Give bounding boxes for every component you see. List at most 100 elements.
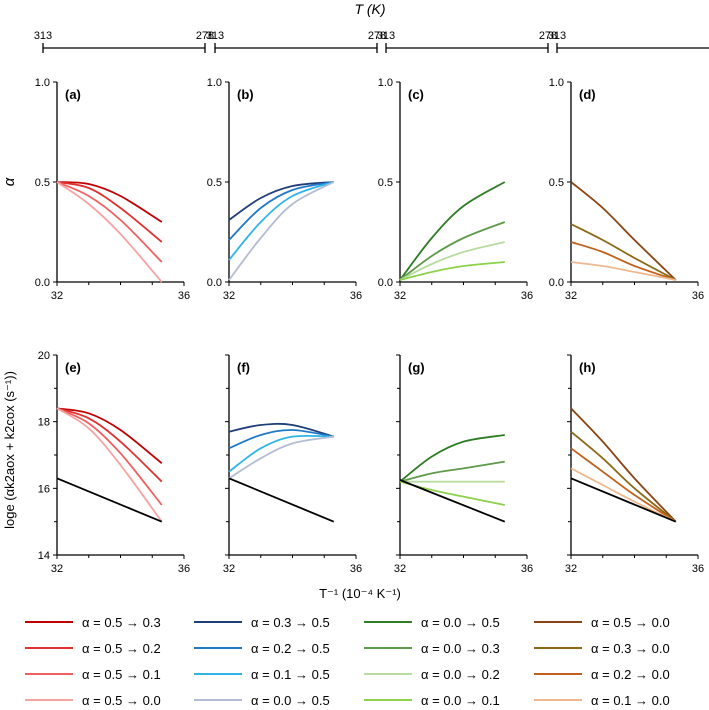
legend-label: α = 0.3 → 0.0 [591,641,670,656]
panel-label: (f) [237,360,250,375]
series-line [399,241,505,281]
x-tick-label: 36 [521,563,533,575]
y-tick-label: 1.0 [549,77,564,89]
legend-label: α = 0.0 → 0.1 [421,693,500,708]
y-tick-label: 1.0 [35,77,50,89]
x-tick-label: 32 [223,563,235,575]
series-line [56,407,163,523]
panel-e: 14 16 18 20 32 36 (e) [38,350,190,575]
series-line [570,241,677,281]
series-line [56,181,163,243]
legend-item: α = 0.1 → 0.0 [534,693,670,708]
legend-label: α = 0.0 → 0.3 [421,641,500,656]
panel-label: (e) [65,360,81,375]
legend-label: α = 0.0 → 0.5 [251,693,330,708]
legend-label: α = 0.0 → 0.2 [421,667,500,682]
legend-label: α = 0.1 → 0.0 [591,693,670,708]
y-tick-label: 0.5 [549,177,564,189]
series-line [56,407,163,483]
series-line [570,467,677,523]
panel-label: (b) [237,87,254,102]
legend-label: α = 0.2 → 0.5 [251,641,330,656]
panel-f: 32 36 (f) [223,354,362,575]
y-tick-label: 0.0 [378,277,393,289]
panel-label: (h) [579,360,596,375]
series-line [56,477,163,523]
y-tick-label: 0.0 [207,277,222,289]
x-axis-label: T⁻¹ (10⁻⁴ K⁻¹) [319,586,401,601]
top-axis-1: 313 278 [34,30,214,53]
panels: 0.0 0.5 1.0 32 36 (a) 0.0 0.5 1.0 32 36 (b) 0.0 0.5 1.… [35,77,704,575]
legend-item: α = 0.1 → 0.5 [194,667,330,682]
top-axis-tick-label: 278 [539,30,557,42]
series-line [228,429,334,450]
series-line [56,181,163,223]
legend-item: α = 0.3 → 0.0 [534,641,670,656]
legend-item: α = 0.2 → 0.0 [534,667,670,682]
top-axis-label: T (K) [354,1,385,17]
series-line [56,181,163,263]
panel-label: (d) [579,87,596,102]
series-line [570,430,677,523]
series-line [56,181,163,283]
legend-label: α = 0.5 → 0.0 [82,693,161,708]
series-line [399,221,506,281]
panel-g: 32 36 (g) [394,354,533,575]
legend-label: α = 0.5 → 0.2 [82,641,161,656]
legend-item: α = 0.0 → 0.5 [364,615,500,630]
legend-label: α = 0.2 → 0.0 [591,667,670,682]
panel-a: 0.0 0.5 1.0 32 36 (a) [35,77,190,302]
legend-label: α = 0.0 → 0.5 [421,615,500,630]
series-line [399,434,505,483]
y-tick-label: 0.0 [549,277,564,289]
x-tick-label: 36 [521,290,533,302]
panel-d: 0.0 0.5 1.0 32 36 (d) [549,77,704,302]
x-tick-label: 32 [51,563,63,575]
series-line [570,407,677,523]
series-line [570,261,676,281]
y-tick-label: 0.0 [35,277,50,289]
top-axis-tick-label: 278 [368,30,386,42]
legend-item: α = 0.5 → 0.3 [25,615,161,630]
legend: α = 0.5 → 0.3 α = 0.5 → 0.2 α = 0.5 → 0.1 α… [25,615,670,708]
y-tick-label: 16 [38,483,50,495]
series-line [56,407,163,465]
y-tick-label: 18 [38,417,50,429]
legend-item: α = 0.3 → 0.5 [194,615,330,630]
legend-item: α = 0.5 → 0.1 [25,667,161,682]
legend-label: α = 0.5 → 0.1 [82,667,161,682]
legend-item: α = 0.5 → 0.0 [534,615,670,630]
panel-b: 0.0 0.5 1.0 32 36 (b) [207,77,362,302]
series-line [570,181,677,281]
panel-h: 32 36 (h) [565,354,704,575]
series-line [56,407,163,506]
top-axis-tick-label: 313 [206,30,224,42]
legend-item: α = 0.0 → 0.3 [364,641,500,656]
legend-label: α = 0.1 → 0.5 [251,667,330,682]
legend-item: α = 0.0 → 0.1 [364,693,500,708]
panel-label: (a) [65,87,81,102]
series-line [228,422,335,438]
series-line [228,181,335,261]
legend-item: α = 0.2 → 0.5 [194,641,330,656]
top-axis-tick-label: 313 [548,30,566,42]
series-line [228,181,334,241]
y-tick-label: 0.5 [207,177,222,189]
top-axis-3: 313 278 [377,30,557,53]
y-axis-label-bottom: loge (αk2aox + k2cox (s⁻¹)) [2,371,17,529]
legend-item: α = 0.5 → 0.2 [25,641,161,656]
series-line [228,181,335,281]
y-tick-label: 1.0 [378,77,393,89]
series-line [399,181,506,281]
series-line [399,261,505,281]
legend-label: α = 0.5 → 0.3 [82,615,161,630]
x-tick-label: 32 [394,290,406,302]
top-axis-tick-label: 313 [377,30,395,42]
x-tick-label: 32 [565,563,577,575]
top-axis-2: 313 278 [206,30,386,53]
y-tick-label: 0.5 [378,177,393,189]
panel-label: (g) [408,360,425,375]
series-line [228,434,334,473]
y-tick-label: 0.5 [35,177,50,189]
